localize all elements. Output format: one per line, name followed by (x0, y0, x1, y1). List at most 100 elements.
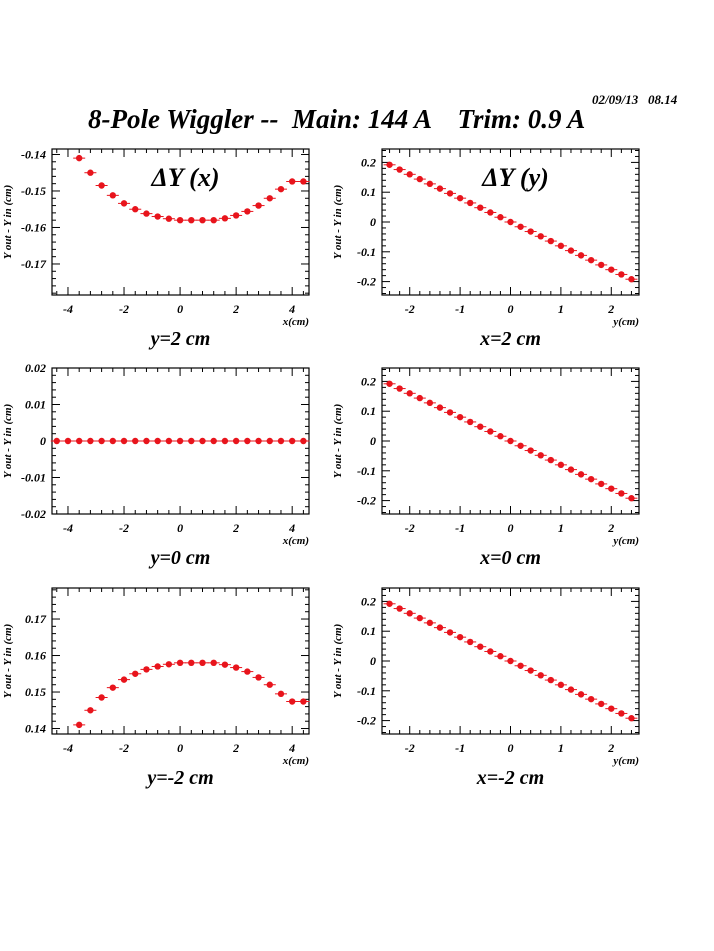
data-point (277, 437, 285, 445)
data-point (527, 228, 534, 235)
data-point (288, 437, 296, 445)
data-point (416, 614, 423, 622)
x-tick-label: -4 (63, 521, 73, 535)
y-tick-label: 0.17 (25, 612, 47, 626)
data-point (497, 214, 504, 221)
data-point (436, 185, 444, 192)
data-point (255, 437, 262, 445)
data-point (120, 200, 128, 207)
y-tick-label: -0.02 (21, 507, 46, 521)
data-point (547, 676, 555, 684)
y-axis-label: Y out - Y in (cm) (2, 185, 14, 259)
data-point (527, 667, 534, 674)
panel-caption: y=-2 cm (145, 767, 213, 789)
data-point (446, 190, 454, 197)
data-point (154, 213, 161, 220)
data-point (232, 212, 240, 219)
x-tick-label: -1 (455, 302, 465, 316)
panel-2: -4 -2 0 2 4 -0.02 -0.01 0 0.01 0.02 x(cm) Y out - Y… (2, 361, 310, 569)
data-point (567, 686, 575, 693)
x-tick-label: -1 (455, 521, 465, 535)
panel-caption: x=0 cm (479, 547, 541, 569)
y-tick-label: -0.1 (357, 245, 376, 259)
data-point (426, 399, 434, 407)
data-point (386, 600, 393, 607)
data-point (396, 605, 403, 612)
data-point (507, 437, 514, 445)
x-tick-label: 0 (508, 741, 514, 755)
y-axis-label: Y out - Y in (cm) (332, 404, 344, 478)
data-point (608, 266, 615, 273)
x-tick-label: 1 (558, 521, 564, 535)
data-point (199, 216, 206, 224)
y-tick-label: 0.15 (25, 685, 46, 699)
data-point (537, 452, 544, 459)
x-tick-label: -2 (405, 302, 415, 316)
data-point (608, 705, 615, 712)
data-point (188, 437, 195, 445)
data-point (165, 661, 173, 668)
y-tick-label: 0.2 (361, 374, 376, 388)
x-tick-label: -2 (405, 741, 415, 755)
data-point (75, 154, 83, 162)
data-point (426, 180, 434, 188)
data-point (618, 710, 625, 717)
data-point (176, 437, 184, 445)
data-point (176, 659, 184, 667)
data-point (143, 666, 150, 673)
data-point (618, 271, 625, 278)
data-point (300, 178, 307, 185)
x-tick-label: 0 (177, 521, 183, 535)
data-point (547, 456, 555, 464)
data-point (587, 695, 595, 703)
data-point (87, 707, 94, 714)
data-point (300, 698, 307, 705)
data-point (466, 638, 474, 646)
y-tick-label: 0.02 (25, 361, 46, 375)
data-point (406, 171, 413, 178)
data-point (277, 185, 285, 193)
x-tick-label: 0 (177, 741, 183, 755)
x-tick-label: 2 (607, 302, 614, 316)
x-tick-label: -1 (455, 741, 465, 755)
x-tick-label: 1 (558, 741, 564, 755)
data-point (154, 663, 161, 670)
y-axis-label: Y out - Y in (cm) (2, 404, 14, 478)
data-point (109, 684, 117, 691)
data-point (497, 433, 504, 440)
data-point (53, 437, 60, 445)
data-point (132, 437, 139, 445)
data-point (406, 610, 413, 617)
x-tick-label: 0 (508, 302, 514, 316)
data-point (557, 242, 565, 250)
data-point (221, 661, 229, 668)
data-point (188, 659, 195, 667)
data-point (628, 495, 635, 502)
data-point (288, 178, 296, 185)
y-axis-label: Y out - Y in (cm) (332, 624, 344, 698)
data-point (456, 413, 464, 421)
data-point (587, 256, 595, 264)
y-tick-label: 0.1 (361, 624, 376, 638)
data-point (64, 437, 72, 445)
data-point (557, 681, 565, 689)
data-point (255, 674, 262, 681)
data-point (547, 237, 555, 245)
data-point (199, 437, 206, 445)
data-point (598, 700, 605, 708)
data-point (436, 404, 444, 411)
x-tick-label: -2 (119, 521, 129, 535)
data-point (255, 202, 262, 209)
x-tick-label: 2 (607, 741, 614, 755)
x-tick-label: 2 (232, 741, 239, 755)
data-point (244, 437, 251, 445)
data-point (577, 471, 585, 478)
y-tick-label: 0 (370, 434, 376, 448)
panel-0: -4 -2 0 2 4 -0.17 -0.16 -0.15 -0.14 x(cm) Y out - … (2, 147, 310, 350)
timestamp: 02/09/13 08.14 (592, 92, 678, 107)
y-tick-label: 0.16 (25, 649, 46, 663)
data-point (154, 437, 161, 445)
x-axis-label: x(cm) (282, 535, 309, 547)
